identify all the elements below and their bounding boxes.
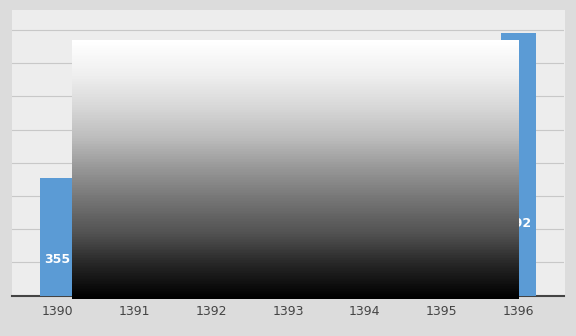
Bar — [194, 118, 229, 296]
Bar — [40, 178, 75, 296]
Text: 601: 601 — [352, 233, 378, 246]
Text: 597: 597 — [275, 233, 301, 246]
Bar — [117, 156, 151, 296]
Bar — [501, 33, 536, 296]
Bar — [347, 96, 382, 296]
Text: 535: 535 — [198, 238, 224, 251]
Text: 355: 355 — [44, 253, 71, 266]
Text: 792: 792 — [505, 217, 532, 230]
Text: 421: 421 — [122, 248, 147, 261]
Bar — [271, 97, 305, 296]
Bar — [425, 69, 459, 296]
Text: 682: 682 — [429, 226, 454, 239]
